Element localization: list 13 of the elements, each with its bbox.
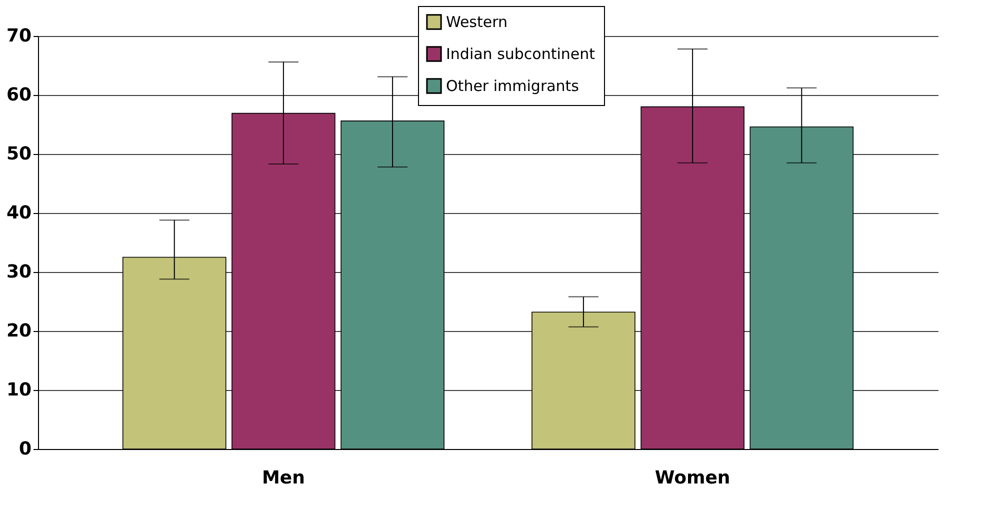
y-tick-label: 0	[18, 438, 32, 460]
legend-label: Western	[446, 13, 508, 31]
y-tick-label: 10	[6, 380, 32, 400]
legend-label: Indian subcontinent	[446, 45, 596, 63]
y-tick-label: 70	[6, 26, 32, 46]
y-tick-label: 40	[6, 202, 32, 224]
y-tick-label: 50	[6, 144, 32, 164]
y-tick-label: 60	[6, 84, 32, 106]
x-tick-label: Men	[262, 468, 305, 488]
legend-label: Other immigrants	[446, 77, 580, 95]
y-tick-label: 20	[6, 320, 32, 342]
x-tick-label: Women	[654, 468, 730, 488]
y-tick-label: 30	[6, 262, 32, 282]
